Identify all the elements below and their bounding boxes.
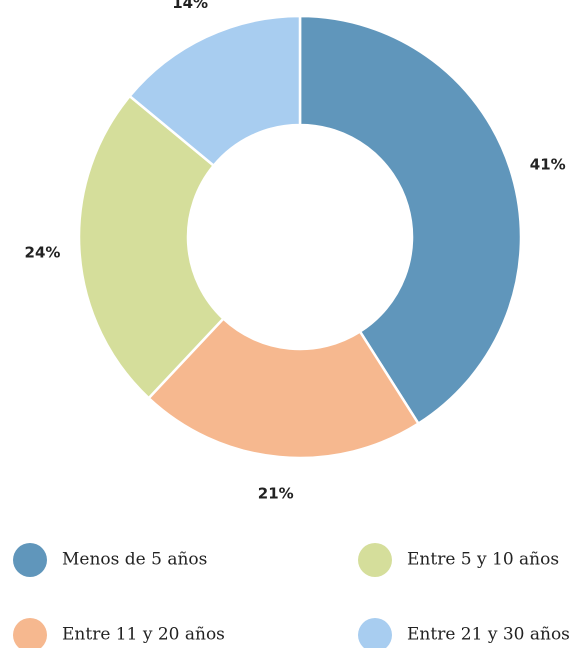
slice	[127, 14, 302, 168]
legend-swatch	[358, 618, 392, 648]
value-label: 21%	[258, 484, 294, 502]
value-label: 41%	[530, 156, 566, 174]
value-label: 14%	[172, 0, 208, 12]
slice	[77, 94, 226, 400]
legend-label: Menos de 5 años	[62, 550, 207, 570]
legend-swatch	[13, 543, 47, 577]
legend-label: Entre 5 y 10 años	[407, 550, 559, 570]
legend-label: Entre 21 y 30 años	[407, 625, 570, 645]
legend-swatch	[13, 618, 47, 648]
legend-label: Entre 11 y 20 años	[62, 625, 225, 645]
legend-swatch	[358, 543, 392, 577]
value-label: 24%	[25, 244, 61, 262]
slice	[146, 316, 421, 460]
slice	[298, 14, 523, 426]
